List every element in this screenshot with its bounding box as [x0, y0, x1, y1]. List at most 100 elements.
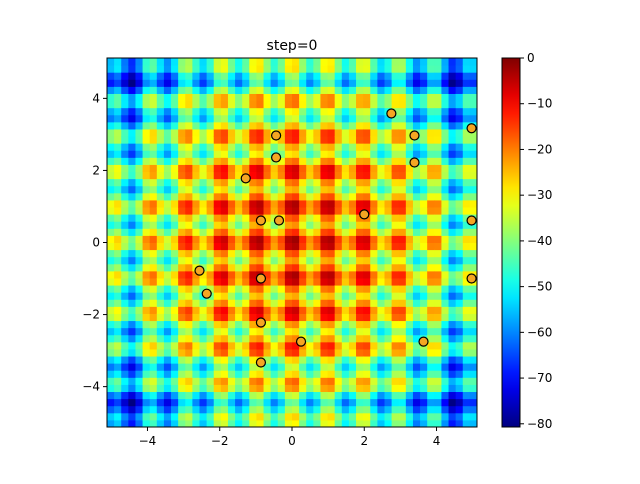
heatmap-cell	[363, 65, 371, 73]
heatmap-cell	[256, 157, 265, 165]
heatmap-cell	[178, 65, 186, 73]
heatmap-cell	[277, 100, 286, 109]
heatmap-cell	[242, 249, 250, 258]
heatmap-cell	[114, 292, 122, 300]
heatmap-cell	[306, 263, 314, 272]
heatmap-cell	[149, 356, 158, 364]
heatmap-cell	[284, 121, 293, 130]
heatmap-cell	[448, 100, 457, 109]
heatmap-cell	[363, 164, 371, 173]
heatmap-cell	[277, 72, 286, 80]
heatmap-cell	[306, 93, 314, 102]
heatmap-cell	[334, 320, 343, 329]
heatmap-cell	[348, 277, 357, 286]
heatmap-cell	[270, 65, 279, 73]
heatmap-cell	[206, 199, 215, 208]
heatmap-cell	[142, 72, 151, 80]
heatmap-cell	[299, 136, 307, 144]
heatmap-cell	[235, 192, 243, 201]
heatmap-cell	[277, 370, 286, 378]
heatmap-cell	[370, 192, 378, 201]
heatmap-cell	[263, 270, 272, 279]
heatmap-cell	[256, 199, 265, 208]
scatter-point	[409, 157, 420, 168]
heatmap-cell	[114, 114, 122, 123]
heatmap-cell	[427, 285, 435, 293]
heatmap-cell	[277, 384, 286, 393]
heatmap-cell	[441, 107, 450, 116]
heatmap-cell	[213, 121, 222, 130]
heatmap-cell	[171, 143, 179, 151]
heatmap-cell	[277, 235, 286, 243]
heatmap-cell	[192, 391, 200, 400]
heatmap-cell	[156, 93, 165, 102]
heatmap-cell	[441, 270, 450, 279]
heatmap-cell	[313, 249, 321, 258]
heatmap-cell	[363, 79, 371, 87]
colorbar	[501, 57, 521, 428]
scatter-point	[194, 265, 205, 276]
heatmap-cell	[227, 334, 236, 343]
heatmap-cell	[249, 313, 257, 322]
heatmap-cell	[384, 143, 393, 151]
heatmap-cell	[448, 327, 457, 336]
heatmap-cell	[142, 65, 151, 73]
heatmap-cell	[178, 221, 186, 229]
heatmap-cell	[327, 136, 336, 144]
heatmap-cell	[292, 150, 300, 158]
heatmap-cell	[348, 157, 357, 165]
heatmap-cell	[306, 370, 314, 378]
heatmap-cell	[263, 114, 272, 123]
heatmap-cell	[363, 136, 371, 144]
heatmap-cell	[114, 391, 122, 400]
heatmap-cell	[284, 348, 293, 357]
heatmap-cell	[135, 377, 144, 385]
heatmap-cell	[142, 192, 151, 201]
heatmap-cell	[242, 207, 250, 215]
heatmap-cell	[356, 242, 364, 251]
colorbar-tick-label: −30	[527, 188, 552, 202]
heatmap-cell	[434, 164, 442, 173]
heatmap-cell	[114, 65, 122, 73]
heatmap-cell	[185, 263, 193, 272]
heatmap-cell	[235, 292, 243, 300]
heatmap-cell	[320, 370, 329, 378]
heatmap-cell	[348, 292, 357, 300]
heatmap-cell	[306, 391, 314, 400]
heatmap-cell	[270, 86, 279, 94]
heatmap-cell	[377, 306, 385, 314]
heatmap-cell	[370, 285, 378, 293]
heatmap-cell	[142, 143, 151, 151]
heatmap-cell	[448, 285, 457, 293]
heatmap-cell	[299, 199, 307, 208]
heatmap-cell	[306, 327, 314, 336]
heatmap-cell	[327, 341, 336, 350]
heatmap-cell	[284, 107, 293, 116]
heatmap-cell	[398, 334, 407, 343]
heatmap-cell	[128, 405, 136, 414]
heatmap-cell	[348, 263, 357, 272]
heatmap-cell	[277, 242, 286, 251]
heatmap-cell	[114, 348, 122, 357]
heatmap-cell	[370, 72, 378, 80]
heatmap-cell	[434, 150, 442, 158]
heatmap-cell	[206, 178, 215, 187]
heatmap-cell	[256, 306, 265, 314]
heatmap-cell	[171, 299, 179, 307]
heatmap-cell	[171, 79, 179, 87]
y-tick-label: −4	[82, 380, 100, 394]
heatmap-cell	[448, 370, 457, 378]
heatmap-cell	[277, 192, 286, 201]
heatmap-cell	[356, 306, 364, 314]
heatmap-cell	[356, 121, 364, 130]
heatmap-cell	[412, 256, 421, 265]
heatmap-cell	[434, 285, 442, 293]
heatmap-cell	[149, 171, 158, 180]
heatmap-cell	[185, 214, 193, 222]
heatmap-cell	[256, 405, 265, 414]
heatmap-cell	[292, 143, 300, 151]
heatmap-cell	[284, 285, 293, 293]
heatmap-cell	[206, 341, 215, 350]
heatmap-cell	[363, 178, 371, 187]
heatmap-cell	[135, 412, 144, 421]
